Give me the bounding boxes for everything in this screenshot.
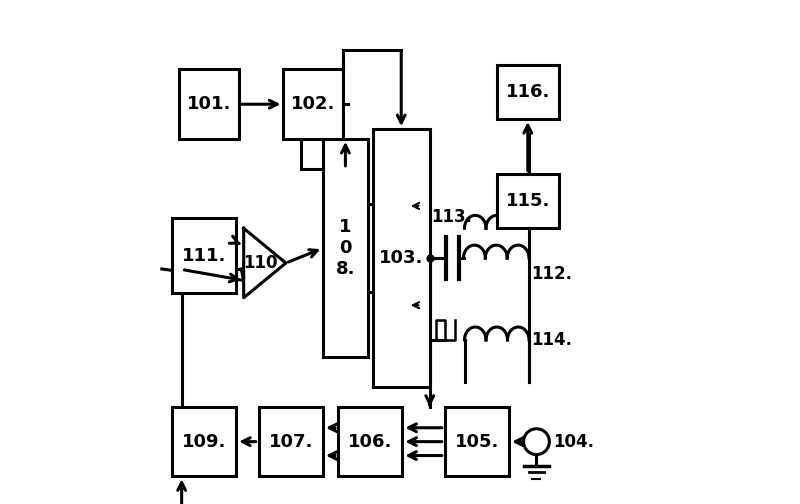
Text: 105.: 105.	[454, 432, 499, 451]
Bar	[323, 139, 368, 357]
Text: 116.: 116.	[506, 83, 550, 101]
Text: 114.: 114.	[531, 331, 573, 349]
Bar	[172, 218, 236, 293]
Text: 1
0
8.: 1 0 8.	[336, 218, 355, 278]
Bar	[283, 70, 343, 139]
Bar	[338, 407, 402, 476]
Polygon shape	[244, 228, 286, 298]
Text: 103.: 103.	[379, 249, 423, 267]
Text: 101.: 101.	[186, 95, 231, 113]
Text: 107.: 107.	[269, 432, 313, 451]
Text: 115.: 115.	[506, 192, 550, 210]
Text: 111.: 111.	[182, 246, 226, 265]
Bar	[497, 65, 558, 119]
Text: 109.: 109.	[182, 432, 226, 451]
Text: 110: 110	[243, 254, 278, 272]
Text: 104.: 104.	[554, 432, 594, 451]
Bar	[497, 174, 558, 228]
Circle shape	[523, 429, 550, 455]
Bar	[373, 129, 430, 387]
Bar	[445, 407, 509, 476]
Text: 106.: 106.	[348, 432, 393, 451]
Text: 102.: 102.	[291, 95, 335, 113]
Text: 112.: 112.	[531, 266, 573, 283]
Text: 113.: 113.	[432, 208, 473, 226]
Bar	[179, 70, 238, 139]
Bar	[172, 407, 236, 476]
Bar	[258, 407, 323, 476]
